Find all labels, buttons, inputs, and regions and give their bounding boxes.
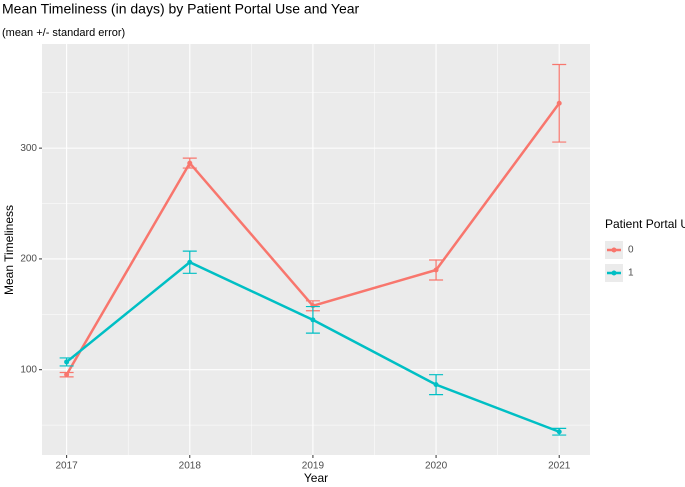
point <box>187 259 193 265</box>
x-axis-label: Year <box>304 471 328 485</box>
legend-title: Patient Portal Use <box>605 217 685 231</box>
panel <box>42 44 590 455</box>
x-tick-label: 2017 <box>56 461 79 472</box>
point <box>64 372 70 378</box>
y-tick-label: 300 <box>20 143 37 154</box>
legend-swatch-point <box>611 270 617 276</box>
point <box>556 429 562 435</box>
point <box>433 382 439 388</box>
legend-swatch-point <box>611 247 617 253</box>
legend-label: 1 <box>628 268 634 279</box>
point <box>187 160 193 166</box>
chart-subtitle: (mean +/- standard error) <box>2 27 125 39</box>
point <box>310 317 316 323</box>
y-tick-label: 100 <box>20 364 37 375</box>
chart-title: Mean Timeliness (in days) by Patient Por… <box>2 1 360 17</box>
y-axis-label: Mean Timeliness <box>2 205 16 295</box>
x-tick-label: 2019 <box>302 461 325 472</box>
legend-label: 0 <box>628 245 634 256</box>
point <box>64 359 70 365</box>
x-tick-label: 2020 <box>425 461 448 472</box>
y-tick-label: 200 <box>20 254 37 265</box>
point <box>433 267 439 273</box>
x-tick-label: 2021 <box>548 461 571 472</box>
point <box>556 100 562 106</box>
x-tick-label: 2018 <box>179 461 202 472</box>
